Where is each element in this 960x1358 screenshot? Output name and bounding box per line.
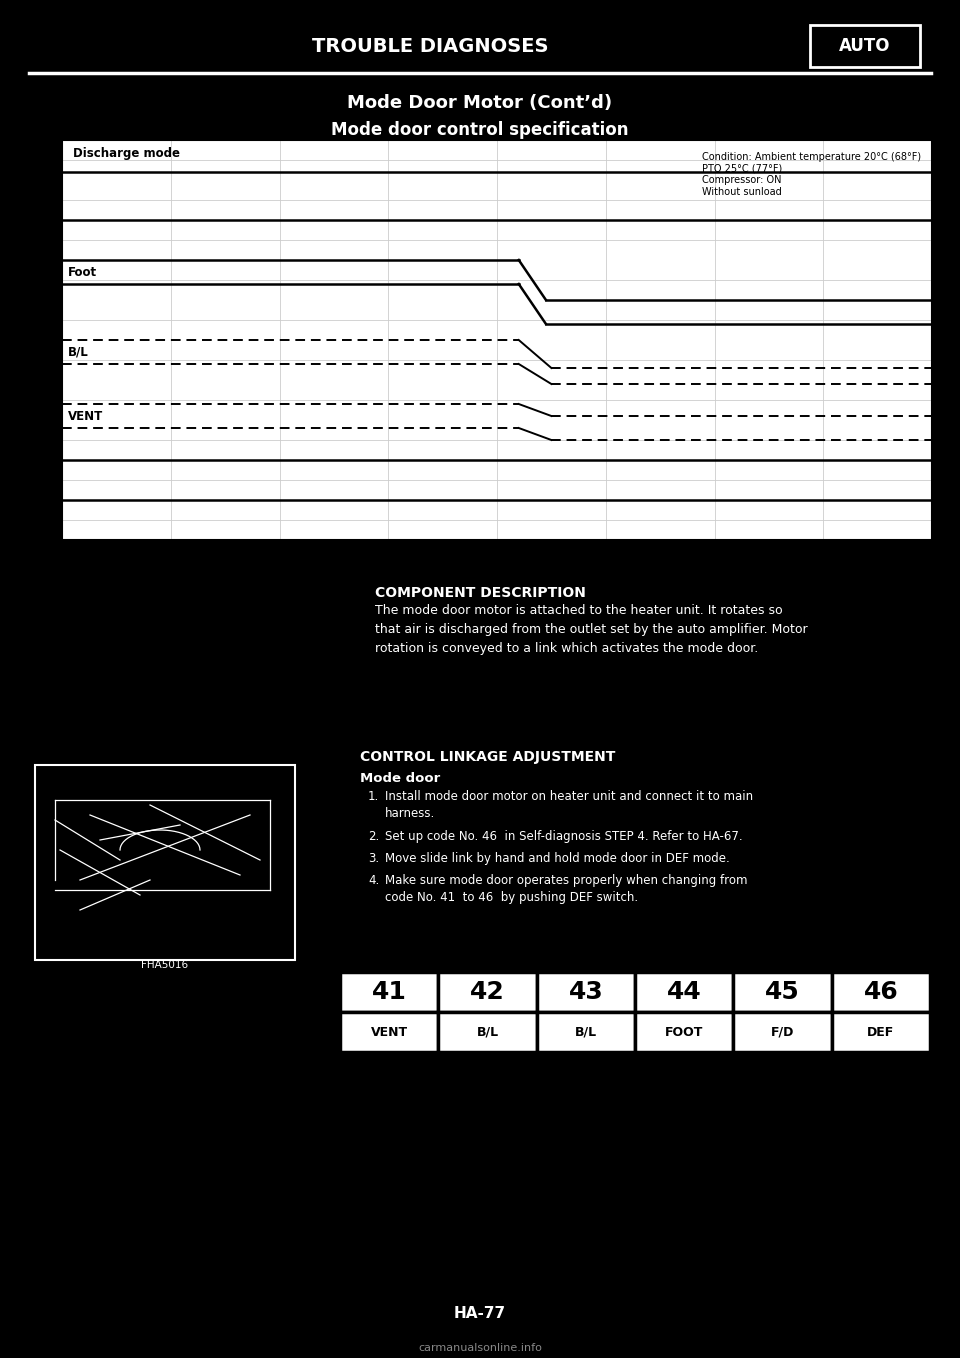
Text: The mode door motor is attached to the heater unit. It rotates so
that air is di: The mode door motor is attached to the h… xyxy=(375,604,807,655)
Bar xyxy=(733,1012,831,1052)
Text: (-4): (-4) xyxy=(53,584,71,593)
Bar xyxy=(831,1012,930,1052)
Text: Make sure mode door operates properly when changing from
code No. 41  to 46  by : Make sure mode door operates properly wh… xyxy=(385,875,748,904)
Text: FHA1503: FHA1503 xyxy=(874,640,922,650)
Text: In-vehicle temperature °C (°F): In-vehicle temperature °C (°F) xyxy=(752,617,922,626)
Bar xyxy=(810,24,920,67)
Text: B/L: B/L xyxy=(476,1025,498,1039)
Bar xyxy=(439,1012,537,1052)
Text: 2.: 2. xyxy=(368,830,379,843)
Text: CONTROL LINKAGE ADJUSTMENT: CONTROL LINKAGE ADJUSTMENT xyxy=(360,750,615,765)
Text: carmanualsonline.info: carmanualsonline.info xyxy=(418,1343,542,1353)
Text: -10: -10 xyxy=(162,559,180,570)
Text: Discharge mode: Discharge mode xyxy=(73,148,180,160)
Bar xyxy=(537,1012,635,1052)
Text: FOOT: FOOT xyxy=(665,1025,704,1039)
Text: (122): (122) xyxy=(809,584,837,593)
Text: 0: 0 xyxy=(276,559,283,570)
Text: B/L: B/L xyxy=(67,345,88,359)
Bar xyxy=(340,972,439,1012)
Text: VENT: VENT xyxy=(371,1025,408,1039)
Text: 44: 44 xyxy=(667,980,702,1004)
Bar xyxy=(35,765,295,960)
Text: 40: 40 xyxy=(708,559,721,570)
Text: 41: 41 xyxy=(372,980,407,1004)
Text: TROUBLE DIAGNOSES: TROUBLE DIAGNOSES xyxy=(312,38,548,57)
Text: (140): (140) xyxy=(918,584,946,593)
Text: COMPONENT DESCRIPTION: COMPONENT DESCRIPTION xyxy=(375,587,586,600)
Text: FHA5016: FHA5016 xyxy=(141,960,188,970)
Text: HA-77: HA-77 xyxy=(454,1306,506,1321)
Text: AUTO: AUTO xyxy=(839,37,891,56)
Text: 60: 60 xyxy=(925,559,939,570)
Bar xyxy=(831,972,930,1012)
Bar xyxy=(635,1012,733,1052)
Text: 4.: 4. xyxy=(368,875,379,887)
Text: (68): (68) xyxy=(487,584,508,593)
Text: Move slide link by hand and hold mode door in DEF mode.: Move slide link by hand and hold mode do… xyxy=(385,851,730,865)
Text: 45: 45 xyxy=(765,980,800,1004)
Text: Foot: Foot xyxy=(67,266,97,278)
Bar xyxy=(635,972,733,1012)
Text: VENT: VENT xyxy=(67,410,103,422)
Text: (86): (86) xyxy=(595,584,616,593)
Bar xyxy=(340,1012,439,1052)
Text: 3.: 3. xyxy=(368,851,379,865)
Text: Condition: Ambient temperature 20°C (68°F)
PTO 25°C (77°F)
Compressor: ON
Withou: Condition: Ambient temperature 20°C (68°… xyxy=(702,152,922,197)
Text: (14): (14) xyxy=(160,584,181,593)
Text: Mode Door Motor (Cont’d): Mode Door Motor (Cont’d) xyxy=(348,94,612,111)
Text: 30: 30 xyxy=(599,559,612,570)
Text: (104): (104) xyxy=(701,584,729,593)
Text: B/L: B/L xyxy=(575,1025,597,1039)
Text: 50: 50 xyxy=(817,559,829,570)
Text: DEF: DEF xyxy=(867,1025,895,1039)
Text: 20: 20 xyxy=(491,559,504,570)
Bar xyxy=(537,972,635,1012)
Bar xyxy=(733,972,831,1012)
Text: 43: 43 xyxy=(568,980,603,1004)
Text: 46: 46 xyxy=(863,980,899,1004)
Text: Mode door control specification: Mode door control specification xyxy=(331,121,629,139)
Text: -20: -20 xyxy=(54,559,70,570)
Text: Mode door: Mode door xyxy=(360,771,441,785)
Text: 42: 42 xyxy=(470,980,505,1004)
Text: Install mode door motor on heater unit and connect it to main
harness.: Install mode door motor on heater unit a… xyxy=(385,790,754,820)
Text: F/D: F/D xyxy=(771,1025,794,1039)
Text: (50): (50) xyxy=(377,584,398,593)
Text: 1.: 1. xyxy=(368,790,379,803)
Bar xyxy=(439,972,537,1012)
Text: 10: 10 xyxy=(382,559,395,570)
Text: Set up code No. 46  in Self-diagnosis STEP 4. Refer to HA-67.: Set up code No. 46 in Self-diagnosis STE… xyxy=(385,830,743,843)
Text: (32): (32) xyxy=(269,584,290,593)
